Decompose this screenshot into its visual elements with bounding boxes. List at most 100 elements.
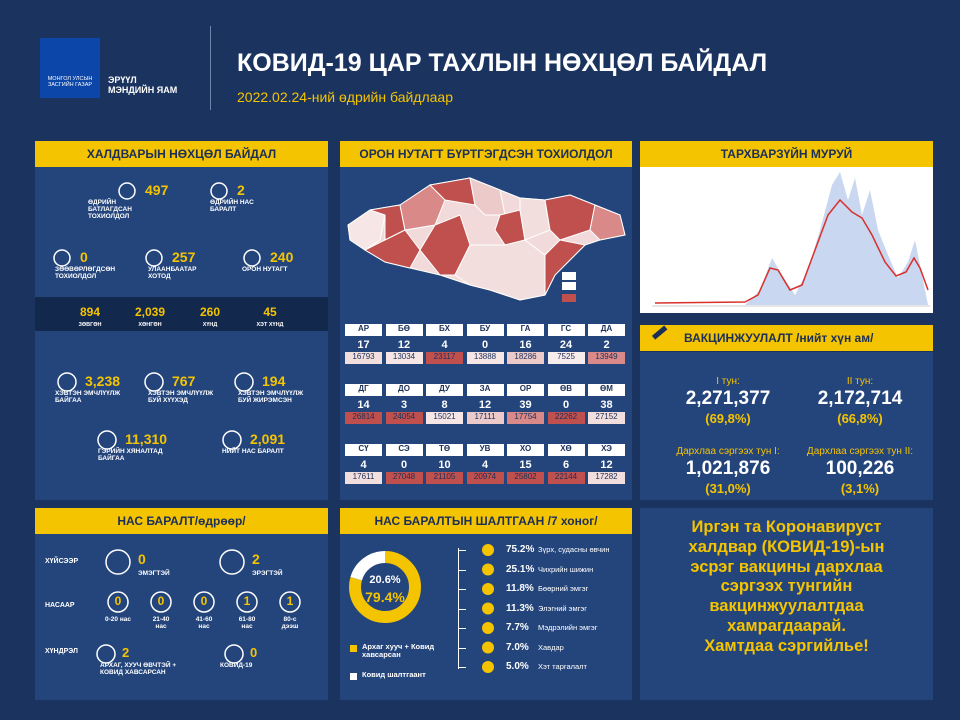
province-total-box bbox=[547, 472, 585, 484]
province-daily: 0 bbox=[562, 399, 570, 411]
bracket-tick bbox=[458, 647, 466, 649]
legend-swatch bbox=[562, 282, 576, 290]
stat-value: 497 bbox=[145, 182, 169, 198]
bracket-tick bbox=[458, 550, 466, 551]
stat-label: НИЙТ НАС БАРАЛТ bbox=[222, 448, 284, 455]
syringe-icon bbox=[651, 325, 668, 340]
icon bbox=[210, 182, 228, 200]
icon bbox=[145, 249, 163, 267]
province-total-box bbox=[426, 472, 463, 484]
province-code: ТӨ bbox=[438, 444, 451, 453]
death-label: 80-с дээш bbox=[281, 616, 299, 631]
province-code-box bbox=[588, 384, 625, 396]
province-code-box bbox=[588, 324, 625, 336]
cause-label: Зүрх, судасны өвчин bbox=[538, 545, 610, 554]
province-total: 15021 bbox=[433, 412, 456, 421]
death-value: 0 bbox=[200, 594, 208, 608]
province-code-box bbox=[426, 444, 463, 456]
icon bbox=[53, 249, 71, 267]
province-daily: 10 bbox=[438, 459, 451, 471]
province-code-box bbox=[547, 384, 585, 396]
stat-label: ӨДРИЙН БАТЛАГДСАН ТОХИОЛДОЛ bbox=[88, 199, 132, 221]
donut-label: 79.4% bbox=[365, 589, 405, 605]
bracket-tick bbox=[458, 589, 466, 590]
stat-value: 2,039 bbox=[134, 305, 166, 319]
province-total: 16793 bbox=[352, 352, 375, 361]
cause-value: 25.1% bbox=[506, 563, 535, 575]
vaccine-label: I тун: bbox=[716, 376, 740, 387]
icon bbox=[150, 591, 172, 613]
icon bbox=[224, 644, 244, 664]
province-code: ХӨ bbox=[560, 444, 572, 453]
curve-line bbox=[654, 198, 929, 304]
province-total: 25802 bbox=[514, 472, 537, 481]
section-title: ТАРХВАРЗҮЙН МУРУЙ bbox=[640, 141, 933, 167]
province-code: ХЭ bbox=[601, 444, 612, 453]
ministry: ЭРҮҮЛ МЭНДИЙН ЯАМ bbox=[108, 75, 178, 95]
province-total: 22144 bbox=[554, 472, 578, 481]
province-daily: 38 bbox=[600, 399, 613, 411]
death-value: 1 bbox=[243, 594, 251, 608]
province-code-box bbox=[385, 444, 423, 456]
icon bbox=[219, 549, 245, 575]
map-legend bbox=[562, 272, 576, 302]
legend-label: Архаг хууч + Ковид хавсарсан bbox=[362, 642, 435, 660]
province-total: 13949 bbox=[595, 352, 618, 361]
cause-label: Чихрийн шижин bbox=[538, 564, 594, 574]
death-label: 0-20 нас bbox=[105, 616, 131, 623]
stat-label: ГЭРИЙН ХЯНАЛТАД БАЙГАА bbox=[98, 448, 163, 463]
curve-chart bbox=[652, 172, 930, 307]
province-daily: 17 bbox=[357, 339, 370, 351]
province-code: ДО bbox=[398, 384, 410, 393]
legend-swatch bbox=[562, 294, 576, 302]
icon bbox=[243, 249, 261, 267]
province-daily: 0 bbox=[400, 459, 408, 471]
cause-icon bbox=[482, 622, 494, 634]
infection-panel bbox=[35, 167, 328, 500]
bracket-tick bbox=[458, 667, 466, 668]
cause-icon bbox=[482, 563, 494, 576]
region bbox=[399, 184, 446, 231]
province-total-box bbox=[466, 412, 504, 424]
cause-value: 7.0% bbox=[506, 641, 529, 653]
province-total: 13888 bbox=[473, 352, 497, 361]
region bbox=[519, 197, 551, 241]
stat-value: 11,310 bbox=[125, 431, 168, 447]
stat-label: ХЭВТЭН ЭМЧЛҮҮЛЖ БУЙ ЖИРЭМСЭН bbox=[238, 390, 304, 405]
stat-value: 2,091 bbox=[250, 431, 286, 447]
province-daily: 4 bbox=[441, 339, 448, 351]
province-total: 23117 bbox=[433, 352, 456, 361]
province-total: 17111 bbox=[474, 412, 496, 421]
province-code: БХ bbox=[439, 324, 450, 333]
province-code: ДА bbox=[600, 324, 613, 333]
province-code: АР bbox=[357, 324, 370, 333]
vaccine-percent: (66,8%) bbox=[837, 411, 883, 426]
province-daily: 4 bbox=[360, 459, 367, 471]
icon bbox=[279, 591, 301, 613]
stat-label: ХЭТ ХҮНД bbox=[256, 322, 284, 328]
province-code: ГА bbox=[520, 324, 531, 333]
icon bbox=[234, 372, 254, 392]
message: Иргэн та Коронавируст халдвар (КОВИД-19)… bbox=[688, 518, 885, 655]
province-code-box bbox=[507, 444, 544, 456]
icon bbox=[118, 182, 136, 200]
province-total-box bbox=[588, 412, 625, 424]
province-total: 7525 bbox=[557, 352, 575, 361]
province-code: СҮ bbox=[358, 444, 369, 453]
cause-label: Хавдар bbox=[538, 642, 564, 652]
cause-icon bbox=[482, 602, 494, 615]
stat-value: 260 bbox=[199, 305, 221, 319]
donut-label: 20.6% bbox=[369, 574, 401, 586]
cause-value: 75.2% bbox=[506, 544, 535, 555]
province-code: ОР bbox=[519, 384, 532, 393]
stat-value: 257 bbox=[172, 249, 196, 265]
stat-value: 894 bbox=[79, 305, 101, 319]
province-code-box bbox=[426, 384, 463, 396]
stat-label: ХҮНД bbox=[202, 322, 218, 328]
stat-value: 240 bbox=[270, 249, 294, 265]
stat-label: УЛААНБААТАР ХОТОД bbox=[148, 266, 197, 281]
section-title: НАС БАРАЛТ/өдрөөр/ bbox=[35, 508, 328, 534]
cause-value: 11.8% bbox=[506, 583, 534, 594]
